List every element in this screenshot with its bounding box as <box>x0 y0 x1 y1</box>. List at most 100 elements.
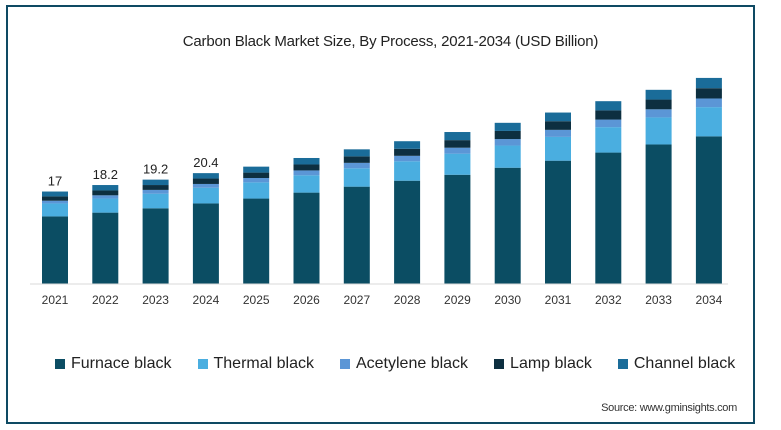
x-tick-labels: 2021 2022 2023 2024 2025 2026 2027 2028 2029 2030… <box>42 293 723 307</box>
bar-segment-channel-black-2024 <box>192 173 219 179</box>
bar-segment-channel-black-2032 <box>595 101 622 111</box>
bar-segment-furnace-black-2033 <box>645 144 672 284</box>
bar-segment-channel-black-2028 <box>394 141 421 149</box>
bar-segment-channel-black-2034 <box>695 77 722 89</box>
x-tick-label-2028: 2028 <box>394 293 421 307</box>
x-tick-label-2022: 2022 <box>92 293 119 307</box>
bar-segment-thermal-black-2029 <box>444 153 471 175</box>
legend-label: Acetylene black <box>355 355 469 372</box>
x-tick-label-2024: 2024 <box>193 293 220 307</box>
bar-segment-acetylene-black-2021 <box>42 200 68 204</box>
bar-segment-lamp-black-2027 <box>343 156 370 163</box>
bar-segment-acetylene-black-2032 <box>595 119 622 128</box>
bar-segment-channel-black-2033 <box>645 89 672 100</box>
bar-segment-furnace-black-2027 <box>343 186 370 284</box>
bar-segment-thermal-black-2027 <box>343 168 370 187</box>
bar-segment-thermal-black-2028 <box>394 161 421 181</box>
bar-segment-lamp-black-2025 <box>243 172 270 179</box>
bar-segment-furnace-black-2022 <box>92 212 119 284</box>
bar-segment-thermal-black-2024 <box>192 187 219 204</box>
legend-swatch <box>617 359 628 369</box>
bar-segment-acetylene-black-2033 <box>645 109 672 118</box>
bar-segment-lamp-black-2028 <box>394 148 421 156</box>
legend-label: Furnace black <box>71 355 172 372</box>
bar-segment-lamp-black-2024 <box>192 178 219 184</box>
bar-segment-acetylene-black-2034 <box>695 98 722 108</box>
bar-segment-lamp-black-2029 <box>444 140 471 148</box>
bar-segment-lamp-black-2021 <box>42 196 68 201</box>
x-tick-label-2030: 2030 <box>494 293 521 307</box>
legend-label: Channel black <box>633 355 736 372</box>
legend-swatch <box>197 359 208 369</box>
bar-segment-channel-black-2030 <box>494 122 521 131</box>
x-tick-label-2032: 2032 <box>595 293 622 307</box>
bar-segment-lamp-black-2022 <box>92 190 119 196</box>
bar-segment-lamp-black-2023 <box>142 185 169 190</box>
chart-frame <box>6 5 755 424</box>
bar-segment-acetylene-black-2025 <box>243 178 270 183</box>
total-label-2023: 19.2 <box>143 162 168 177</box>
bars-group <box>42 77 722 284</box>
bar-segment-lamp-black-2033 <box>645 99 672 110</box>
total-label-2022: 18.2 <box>93 167 118 182</box>
x-tick-label-2023: 2023 <box>142 293 169 307</box>
bar-segment-channel-black-2023 <box>142 179 169 186</box>
bar-segment-lamp-black-2031 <box>545 121 571 130</box>
bar-segment-acetylene-black-2030 <box>494 139 521 146</box>
bar-segment-thermal-black-2031 <box>545 136 571 161</box>
bar-segment-furnace-black-2023 <box>142 208 169 284</box>
bar-segment-lamp-black-2030 <box>494 130 521 140</box>
total-labels: 17 18.2 19.2 20.4 <box>48 155 219 188</box>
x-tick-label-2034: 2034 <box>696 293 723 307</box>
x-tick-label-2025: 2025 <box>243 293 270 307</box>
bar-segment-lamp-black-2026 <box>293 164 320 171</box>
bar-segment-channel-black-2029 <box>444 132 471 141</box>
bar-segment-thermal-black-2021 <box>42 203 68 217</box>
bar-segment-furnace-black-2030 <box>494 167 521 284</box>
legend-swatch <box>55 359 65 369</box>
x-tick-label-2021: 2021 <box>42 293 69 307</box>
bar-segment-acetylene-black-2028 <box>394 155 421 162</box>
bar-segment-thermal-black-2034 <box>695 107 722 137</box>
bar-segment-thermal-black-2023 <box>142 193 169 209</box>
x-tick-label-2027: 2027 <box>343 293 370 307</box>
bar-segment-channel-black-2027 <box>343 149 370 157</box>
bar-segment-lamp-black-2032 <box>595 110 622 120</box>
bar-segment-thermal-black-2022 <box>92 198 119 213</box>
legend-item-furnace-black: Furnace black <box>55 355 172 373</box>
bar-segment-acetylene-black-2026 <box>293 170 320 176</box>
bar-segment-furnace-black-2032 <box>595 152 622 284</box>
bar-segment-furnace-black-2026 <box>293 192 320 284</box>
total-label-2024: 20.4 <box>193 155 218 170</box>
bar-segment-channel-black-2026 <box>293 157 320 165</box>
bar-segment-channel-black-2021 <box>42 191 68 197</box>
legend-item-channel-black: Channel black <box>617 355 736 373</box>
bar-segment-furnace-black-2021 <box>42 216 68 284</box>
bar-segment-acetylene-black-2024 <box>192 183 219 188</box>
bar-segment-thermal-black-2032 <box>595 127 622 153</box>
bar-segment-acetylene-black-2029 <box>444 147 471 154</box>
chart-title: Carbon Black Market Size, By Process, 20… <box>182 33 599 50</box>
bar-segment-acetylene-black-2027 <box>343 162 370 169</box>
total-label-2021: 17 <box>48 174 62 189</box>
bar-segment-channel-black-2025 <box>243 166 270 173</box>
x-tick-label-2029: 2029 <box>444 293 471 307</box>
bar-segment-thermal-black-2030 <box>494 145 521 168</box>
bar-segment-channel-black-2031 <box>545 112 571 122</box>
legend-swatch <box>339 359 350 369</box>
legend: Furnace black Thermal black Acetylene blac… <box>55 355 761 373</box>
x-tick-label-2031: 2031 <box>545 293 572 307</box>
legend-label: Thermal black <box>213 355 314 372</box>
legend-label: Lamp black <box>510 355 592 372</box>
bar-segment-furnace-black-2029 <box>444 174 471 284</box>
x-tick-label-2033: 2033 <box>645 293 672 307</box>
bar-segment-thermal-black-2025 <box>243 182 270 199</box>
legend-item-lamp-black: Lamp black <box>494 355 592 373</box>
bar-segment-acetylene-black-2023 <box>142 189 169 194</box>
bar-segment-acetylene-black-2022 <box>92 195 119 199</box>
bar-segment-acetylene-black-2031 <box>545 129 571 137</box>
bar-segment-furnace-black-2025 <box>243 198 270 284</box>
bar-segment-furnace-black-2024 <box>192 203 219 284</box>
bar-segment-furnace-black-2028 <box>394 180 421 284</box>
